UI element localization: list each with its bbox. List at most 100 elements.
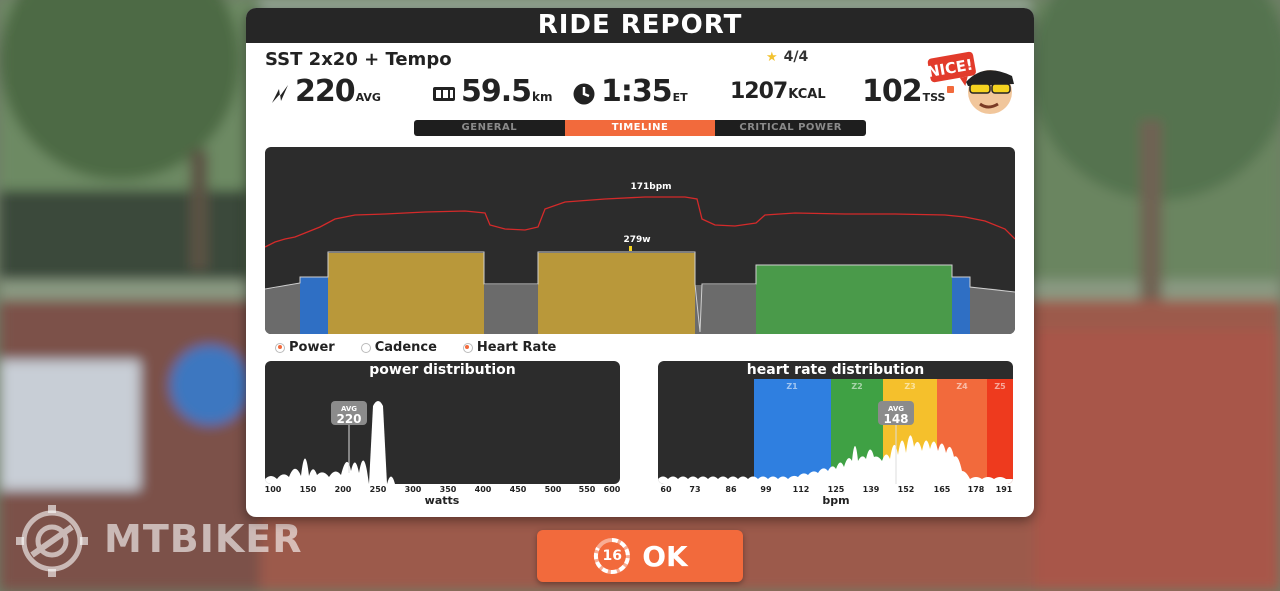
tss-unit: TSS bbox=[922, 91, 946, 104]
ok-button[interactable]: 16 OK bbox=[537, 530, 743, 582]
watermark-text: MTBIKER bbox=[104, 517, 303, 561]
cooldown-segment bbox=[970, 287, 1015, 334]
interval-1-segment bbox=[328, 253, 484, 334]
zone-5-band bbox=[987, 379, 1013, 484]
hr-avg-value: 148 bbox=[883, 412, 908, 426]
recovery-1-segment bbox=[484, 285, 538, 334]
hr-axis-label: bpm bbox=[822, 494, 850, 507]
hr-distribution-title: heart rate distribution bbox=[746, 362, 925, 378]
hr-axis-ticks: 60 73 86 99 112 125 139 152 165 178 191 bbox=[658, 485, 1013, 497]
power-tick: 200 bbox=[334, 485, 352, 494]
countdown-ring-icon bbox=[594, 538, 631, 574]
elapsed-time-unit: ET bbox=[672, 91, 688, 104]
heart-rate-toggle-icon bbox=[462, 342, 473, 353]
cadence-toggle-icon bbox=[360, 342, 371, 353]
hr-peak-label: 171bpm bbox=[630, 182, 671, 192]
hr-tick: 139 bbox=[862, 485, 880, 494]
zone-1-band bbox=[754, 379, 831, 484]
tab-general[interactable]: GENERAL bbox=[414, 120, 565, 136]
power-tick: 100 bbox=[264, 485, 282, 494]
countdown-value: 16 bbox=[602, 548, 622, 564]
power-tick: 350 bbox=[439, 485, 457, 494]
hr-tick: 99 bbox=[760, 485, 772, 494]
legend-power[interactable]: Power bbox=[275, 340, 335, 355]
tss-value: 102 bbox=[862, 74, 923, 109]
power-distribution-title: power distribution bbox=[369, 362, 516, 378]
cooldown-blue-segment bbox=[952, 277, 970, 334]
power-bolt-icon bbox=[272, 85, 288, 103]
energy-value: 1207 bbox=[730, 79, 788, 104]
report-tabs: GENERAL TIMELINE CRITICAL POWER bbox=[414, 120, 866, 136]
power-tick: 550 bbox=[578, 485, 596, 494]
power-tick: 450 bbox=[509, 485, 527, 494]
warmup-segment bbox=[265, 283, 300, 334]
power-peak-label: 279w bbox=[623, 235, 650, 245]
distance-stat: 59.5 km bbox=[432, 74, 553, 114]
power-tick: 400 bbox=[474, 485, 492, 494]
workout-rating: ★ 4/4 bbox=[766, 49, 808, 65]
power-tick: 250 bbox=[369, 485, 387, 494]
legend-heart-rate[interactable]: Heart Rate bbox=[462, 340, 557, 355]
interval-2-segment bbox=[538, 253, 695, 334]
energy-unit: KCAL bbox=[788, 87, 826, 102]
zone-2-label: Z2 bbox=[851, 382, 862, 391]
power-axis-label: watts bbox=[424, 494, 460, 507]
legend-heart-rate-label: Heart Rate bbox=[476, 340, 557, 355]
rating-value: 4/4 bbox=[783, 49, 809, 65]
legend-cadence[interactable]: Cadence bbox=[360, 340, 437, 355]
distance-unit: km bbox=[532, 90, 553, 104]
hr-tick: 60 bbox=[660, 485, 672, 494]
hr-tick: 165 bbox=[933, 485, 951, 494]
clock-icon bbox=[573, 83, 595, 105]
ok-label: OK bbox=[642, 539, 688, 573]
hr-tick: 73 bbox=[689, 485, 701, 494]
legend-cadence-label: Cadence bbox=[374, 340, 437, 355]
workout-name: SST 2x20 + Tempo bbox=[265, 49, 452, 70]
energy-stat: 1207 KCAL bbox=[730, 79, 826, 119]
power-avg-value: 220 bbox=[336, 412, 361, 426]
elapsed-time-value: 1:35 bbox=[601, 74, 673, 109]
zone-5-label: Z5 bbox=[994, 382, 1006, 391]
hr-tick: 112 bbox=[792, 485, 810, 494]
ride-report-dialog: RIDE REPORT SST 2x20 + Tempo ★ 4/4 220 A… bbox=[246, 8, 1034, 517]
hr-tick: 125 bbox=[827, 485, 845, 494]
power-tick: 500 bbox=[544, 485, 562, 494]
mtbiker-watermark: MTBIKER bbox=[14, 503, 314, 579]
power-tick: 300 bbox=[404, 485, 422, 494]
power-toggle-icon bbox=[275, 342, 285, 353]
tab-critical-power[interactable]: CRITICAL POWER bbox=[715, 120, 866, 136]
star-icon: ★ bbox=[766, 49, 778, 65]
avg-power-unit: AVG bbox=[355, 91, 381, 104]
heart-rate-line bbox=[265, 196, 1015, 248]
odometer-icon bbox=[433, 87, 455, 101]
power-trace bbox=[265, 251, 1015, 333]
dialog-title: RIDE REPORT bbox=[246, 8, 1034, 43]
power-avg-label: AVG bbox=[341, 405, 357, 413]
power-distribution-chart: power distribution AVG 220 bbox=[265, 361, 620, 484]
power-axis-ticks: 100 150 200 250 300 350 400 450 500 550 … bbox=[264, 485, 621, 497]
hr-avg-label: AVG bbox=[888, 405, 904, 413]
hr-tick: 86 bbox=[725, 485, 737, 494]
hr-tick: 178 bbox=[967, 485, 985, 494]
timeline-chart: 171bpm 279w bbox=[265, 147, 1015, 334]
countdown-timer: 16 bbox=[592, 536, 632, 576]
power-tick: 600 bbox=[603, 485, 621, 494]
avg-power-value: 220 bbox=[295, 74, 356, 109]
tss-info-icon[interactable] bbox=[947, 86, 955, 93]
warmup-blue-segment bbox=[300, 277, 328, 334]
chart-legend: Power Cadence Heart Rate bbox=[275, 340, 556, 355]
tss-stat: 102 TSS bbox=[862, 74, 955, 114]
legend-power-label: Power bbox=[289, 340, 335, 355]
recovery-2-segment bbox=[695, 285, 756, 334]
distance-value: 59.5 bbox=[461, 74, 532, 109]
elapsed-time-stat: 1:35 ET bbox=[572, 74, 688, 114]
zone-4-label: Z4 bbox=[956, 382, 968, 391]
tab-timeline[interactable]: TIMELINE bbox=[564, 120, 716, 136]
avg-power-stat: 220 AVG bbox=[270, 74, 381, 114]
zone-3-label: Z3 bbox=[904, 382, 915, 391]
hr-tick: 191 bbox=[995, 485, 1013, 494]
tempo-segment bbox=[756, 265, 952, 334]
zone-1-label: Z1 bbox=[786, 382, 798, 391]
nice-badge: NICE! bbox=[926, 49, 1014, 114]
power-tick: 150 bbox=[299, 485, 317, 494]
